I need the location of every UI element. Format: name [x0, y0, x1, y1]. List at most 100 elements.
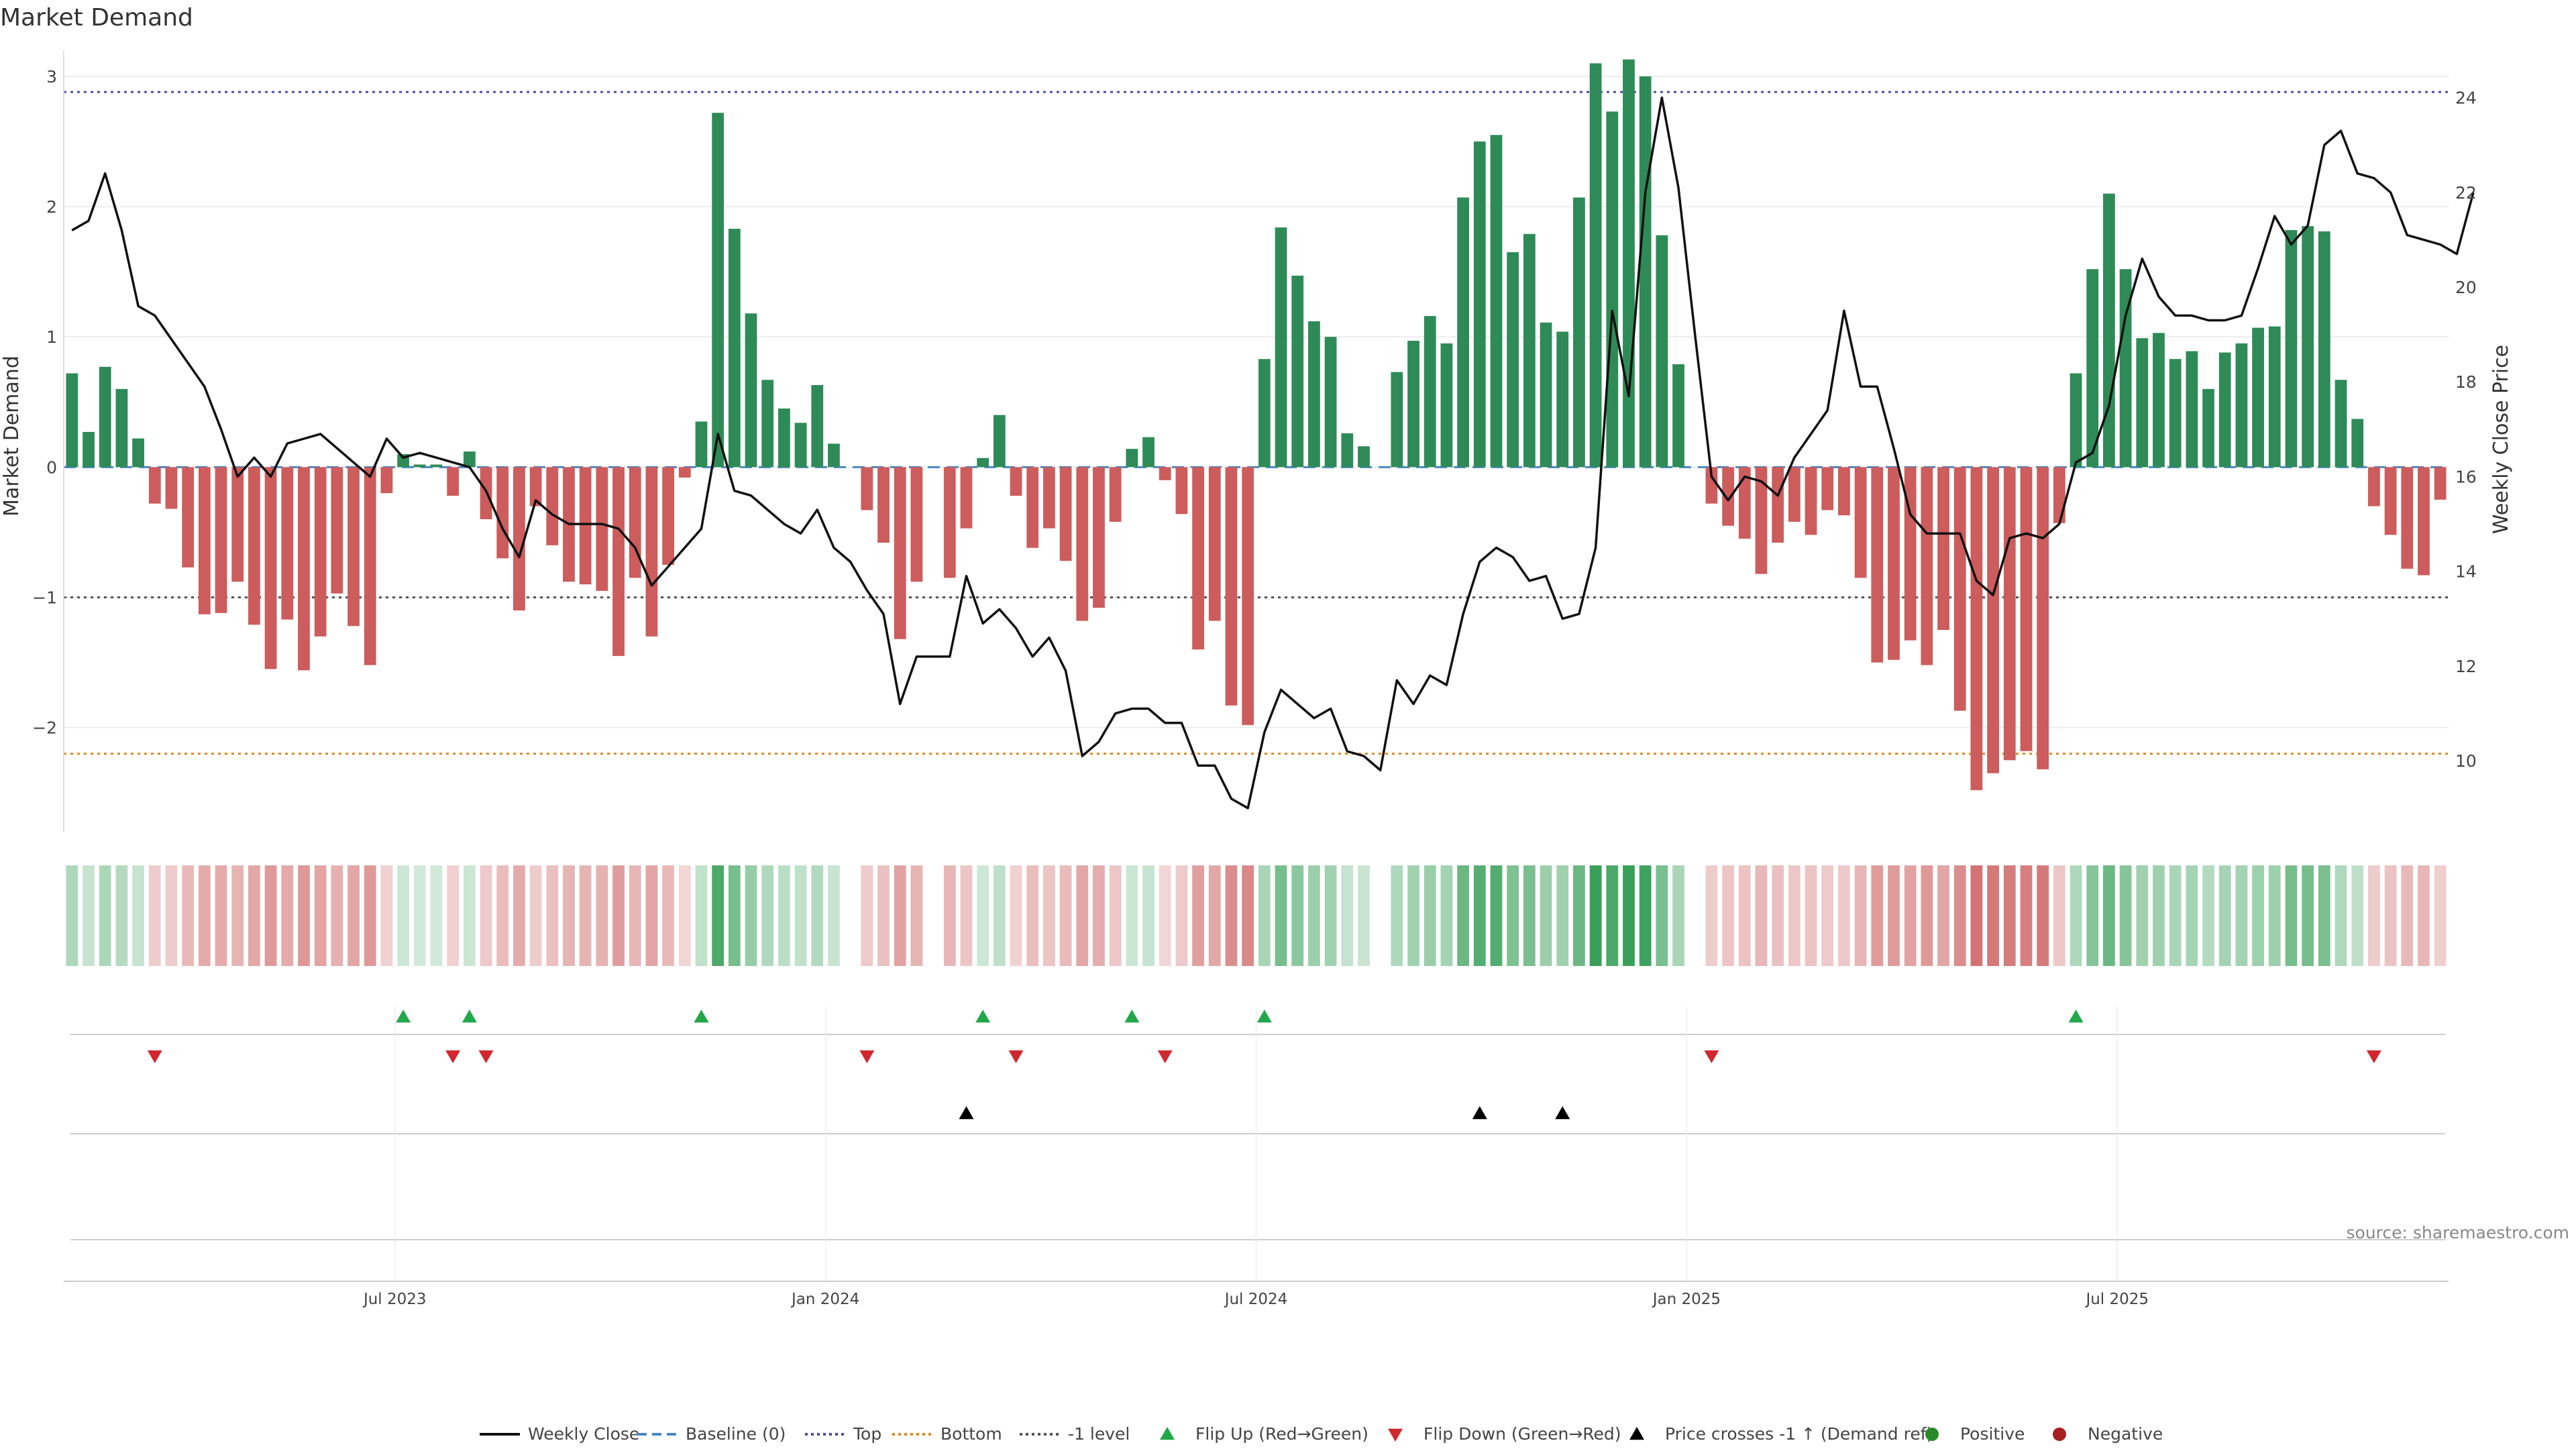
heat-strip-cell: [1573, 865, 1585, 966]
y-left-tick-label: −2: [32, 718, 57, 738]
demand-bar: [1507, 252, 1519, 468]
heat-strip-cell: [1457, 865, 1469, 966]
price-line-layer: [71, 96, 2475, 810]
demand-bar: [2401, 467, 2414, 569]
heat-strip-cell: [1738, 865, 1751, 966]
heat-strip-cell: [2285, 865, 2298, 966]
heat-strip-cell: [2434, 865, 2447, 966]
legend-negative: Negative: [2088, 1424, 2163, 1444]
demand-bar: [993, 415, 1006, 468]
heat-strip-cell: [695, 865, 708, 966]
demand-bar: [1623, 59, 1635, 468]
demand-bar: [778, 408, 790, 468]
heat-strip-cell: [1556, 865, 1569, 966]
heat-strip-cell: [2235, 865, 2248, 966]
demand-bar: [1888, 467, 1900, 660]
heat-strip-cell: [2037, 865, 2049, 966]
flip-up-marker: [1124, 1010, 1140, 1023]
y-left-tick-label: 3: [46, 67, 57, 87]
heat-strip-cell: [397, 865, 409, 966]
legend-negative-swatch: [2053, 1428, 2066, 1441]
demand-bar: [364, 467, 376, 665]
demand-bar: [877, 467, 890, 543]
demand-bar: [2053, 467, 2065, 523]
heat-strip-cell: [728, 865, 741, 966]
demand-bar: [1308, 321, 1320, 468]
heat-strip-cell: [1772, 865, 1784, 966]
x-axis-ticks: Jul 2023 Jan 2024 Jul 2024 Jan 2025 Jul 2025: [362, 1291, 2149, 1308]
heat-strip-cell: [480, 865, 492, 966]
heat-strip-cell: [496, 865, 509, 966]
demand-bar: [1573, 197, 1585, 468]
heat-strip-cell: [1026, 865, 1039, 966]
demand-bar: [1242, 467, 1254, 725]
demand-bar: [2235, 343, 2248, 468]
heat-strip-cell: [281, 865, 294, 966]
heat-strip-cell: [182, 865, 195, 966]
heat-strip-cell: [413, 865, 426, 966]
demand-bar: [1672, 364, 1684, 468]
demand-bar: [1208, 467, 1221, 621]
heat-strip-cell: [1490, 865, 1503, 966]
heat-strip-cell: [943, 865, 956, 966]
heat-strip-cell: [66, 865, 78, 966]
heat-strip-cell: [364, 865, 376, 966]
demand-bar: [1805, 467, 1817, 535]
demand-bar: [1175, 467, 1188, 515]
demand-bar: [215, 467, 227, 613]
demand-bar: [1059, 467, 1072, 561]
heat-strip-cell: [1507, 865, 1519, 966]
flip-up-marker: [396, 1010, 411, 1023]
heat-strip-cell: [198, 865, 211, 966]
heat-strip-cell: [1010, 865, 1022, 966]
flip-up-marker: [462, 1010, 477, 1023]
heat-strip-cell: [2086, 865, 2099, 966]
heat-strip-cell: [463, 865, 476, 966]
demand-bar: [1440, 343, 1453, 468]
flip-down-marker: [859, 1050, 875, 1063]
heat-strip-cell: [2186, 865, 2198, 966]
heat-strip-cell: [347, 865, 360, 966]
heat-strip-cell: [1589, 865, 1602, 966]
heat-strip-cell: [546, 865, 559, 966]
heat-strip-cell: [1755, 865, 1768, 966]
demand-bar: [894, 467, 906, 639]
heat-strip-cell: [894, 865, 906, 966]
demand-bar: [2070, 373, 2082, 468]
heat-strip-cell: [264, 865, 277, 966]
flip-down-marker: [1704, 1050, 1719, 1063]
demand-bar: [132, 438, 144, 468]
demand-bar: [645, 467, 658, 637]
y-right-tick-label: 16: [2455, 467, 2477, 486]
demand-bar: [1772, 467, 1784, 543]
demand-bar: [579, 467, 592, 585]
heat-strip-cell: [861, 865, 873, 966]
demand-bar: [1705, 467, 1718, 504]
heat-strip-cell: [2169, 865, 2182, 966]
demand-bar: [2020, 467, 2033, 751]
heat-strip-cell: [579, 865, 592, 966]
price-cross-marker: [1472, 1106, 1487, 1120]
demand-bar: [281, 467, 294, 620]
heat-strip-cell: [298, 865, 310, 966]
x-tick-label: Jul 2023: [362, 1291, 427, 1308]
heat-strip-cell: [1291, 865, 1304, 966]
demand-bar: [1026, 467, 1039, 548]
y-axis-right-label: Weekly Close Price: [2489, 345, 2513, 534]
demand-bar: [99, 366, 111, 468]
demand-bar: [794, 423, 807, 468]
heat-strip-cell: [165, 865, 178, 966]
demand-bar: [745, 313, 757, 468]
heat-strip-cell: [828, 865, 840, 966]
legend-top: Top: [853, 1424, 881, 1444]
legend-price-crosses-1-demand-ref-swatch: [1629, 1427, 1644, 1440]
heat-strip-cell: [2136, 865, 2149, 966]
heat-strip-cell: [2053, 865, 2065, 966]
heat-strip-cell: [115, 865, 128, 966]
demand-bar: [2268, 326, 2281, 468]
heat-strip-cell: [215, 865, 227, 966]
heat-strip-cell: [1407, 865, 1419, 966]
heat-strip-cell: [1523, 865, 1536, 966]
demand-bar: [1109, 467, 1122, 522]
reference-lines: [64, 91, 2449, 755]
